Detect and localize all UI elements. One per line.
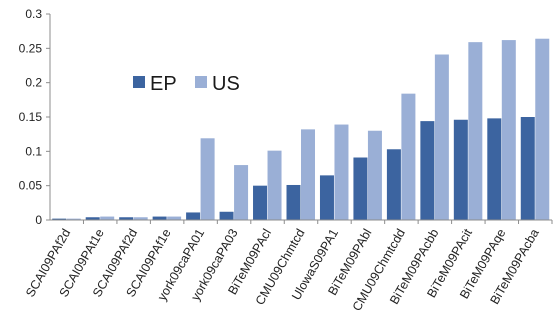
bars-layer (52, 38, 550, 221)
legend-label-us: US (212, 73, 240, 95)
bar-us-11 (401, 93, 416, 220)
bar-ep-15 (520, 117, 535, 220)
bar-ep-12 (420, 121, 435, 220)
bar-ep-10 (353, 157, 368, 220)
bar-ep-7 (253, 185, 268, 220)
y-tick-label: 0.2 (25, 76, 42, 90)
legend-swatch-ep (133, 76, 145, 88)
y-tick-label: 0.3 (25, 7, 42, 21)
bar-us-13 (468, 42, 483, 221)
bar-us-1 (66, 218, 81, 220)
bar-us-5 (200, 138, 215, 220)
bar-us-15 (535, 38, 550, 220)
bar-ep-8 (286, 184, 301, 220)
y-tick-label: 0.15 (19, 110, 43, 124)
bar-ep-2 (85, 217, 100, 220)
bar-us-6 (234, 165, 249, 220)
y-tick-label: 0 (35, 213, 42, 227)
bar-us-3 (133, 217, 148, 220)
y-tick-label: 0.1 (25, 144, 42, 158)
bar-us-2 (100, 216, 115, 220)
bar-us-9 (334, 124, 349, 220)
bar-ep-13 (453, 119, 468, 220)
bar-us-8 (301, 129, 315, 220)
bar-us-7 (267, 150, 282, 220)
bar-us-10 (367, 130, 382, 220)
bar-ep-6 (219, 211, 234, 220)
bar-ep-3 (119, 217, 134, 220)
y-tick-label: 0.05 (19, 179, 43, 193)
bar-ep-5 (186, 212, 201, 220)
bar-ep-14 (487, 118, 502, 220)
bar-us-12 (434, 54, 449, 221)
bar-us-14 (501, 40, 516, 221)
bar-ep-4 (152, 216, 167, 220)
bar-ep-1 (52, 218, 67, 220)
bar-ep-11 (386, 149, 401, 220)
x-tick-labels: SCAI09PAf2dSCAI09PAt1eSCAI09PAf2dSCAI09P… (23, 226, 542, 313)
legend-swatch-us (195, 76, 207, 88)
legend-label-ep: EP (150, 73, 177, 95)
legend: EP US (133, 73, 240, 95)
y-tick-labels: 0 0.05 0.1 0.15 0.2 0.25 0.3 (19, 7, 50, 227)
y-tick-label: 0.25 (19, 41, 43, 55)
bar-us-4 (167, 216, 182, 220)
bar-ep-9 (319, 175, 334, 220)
